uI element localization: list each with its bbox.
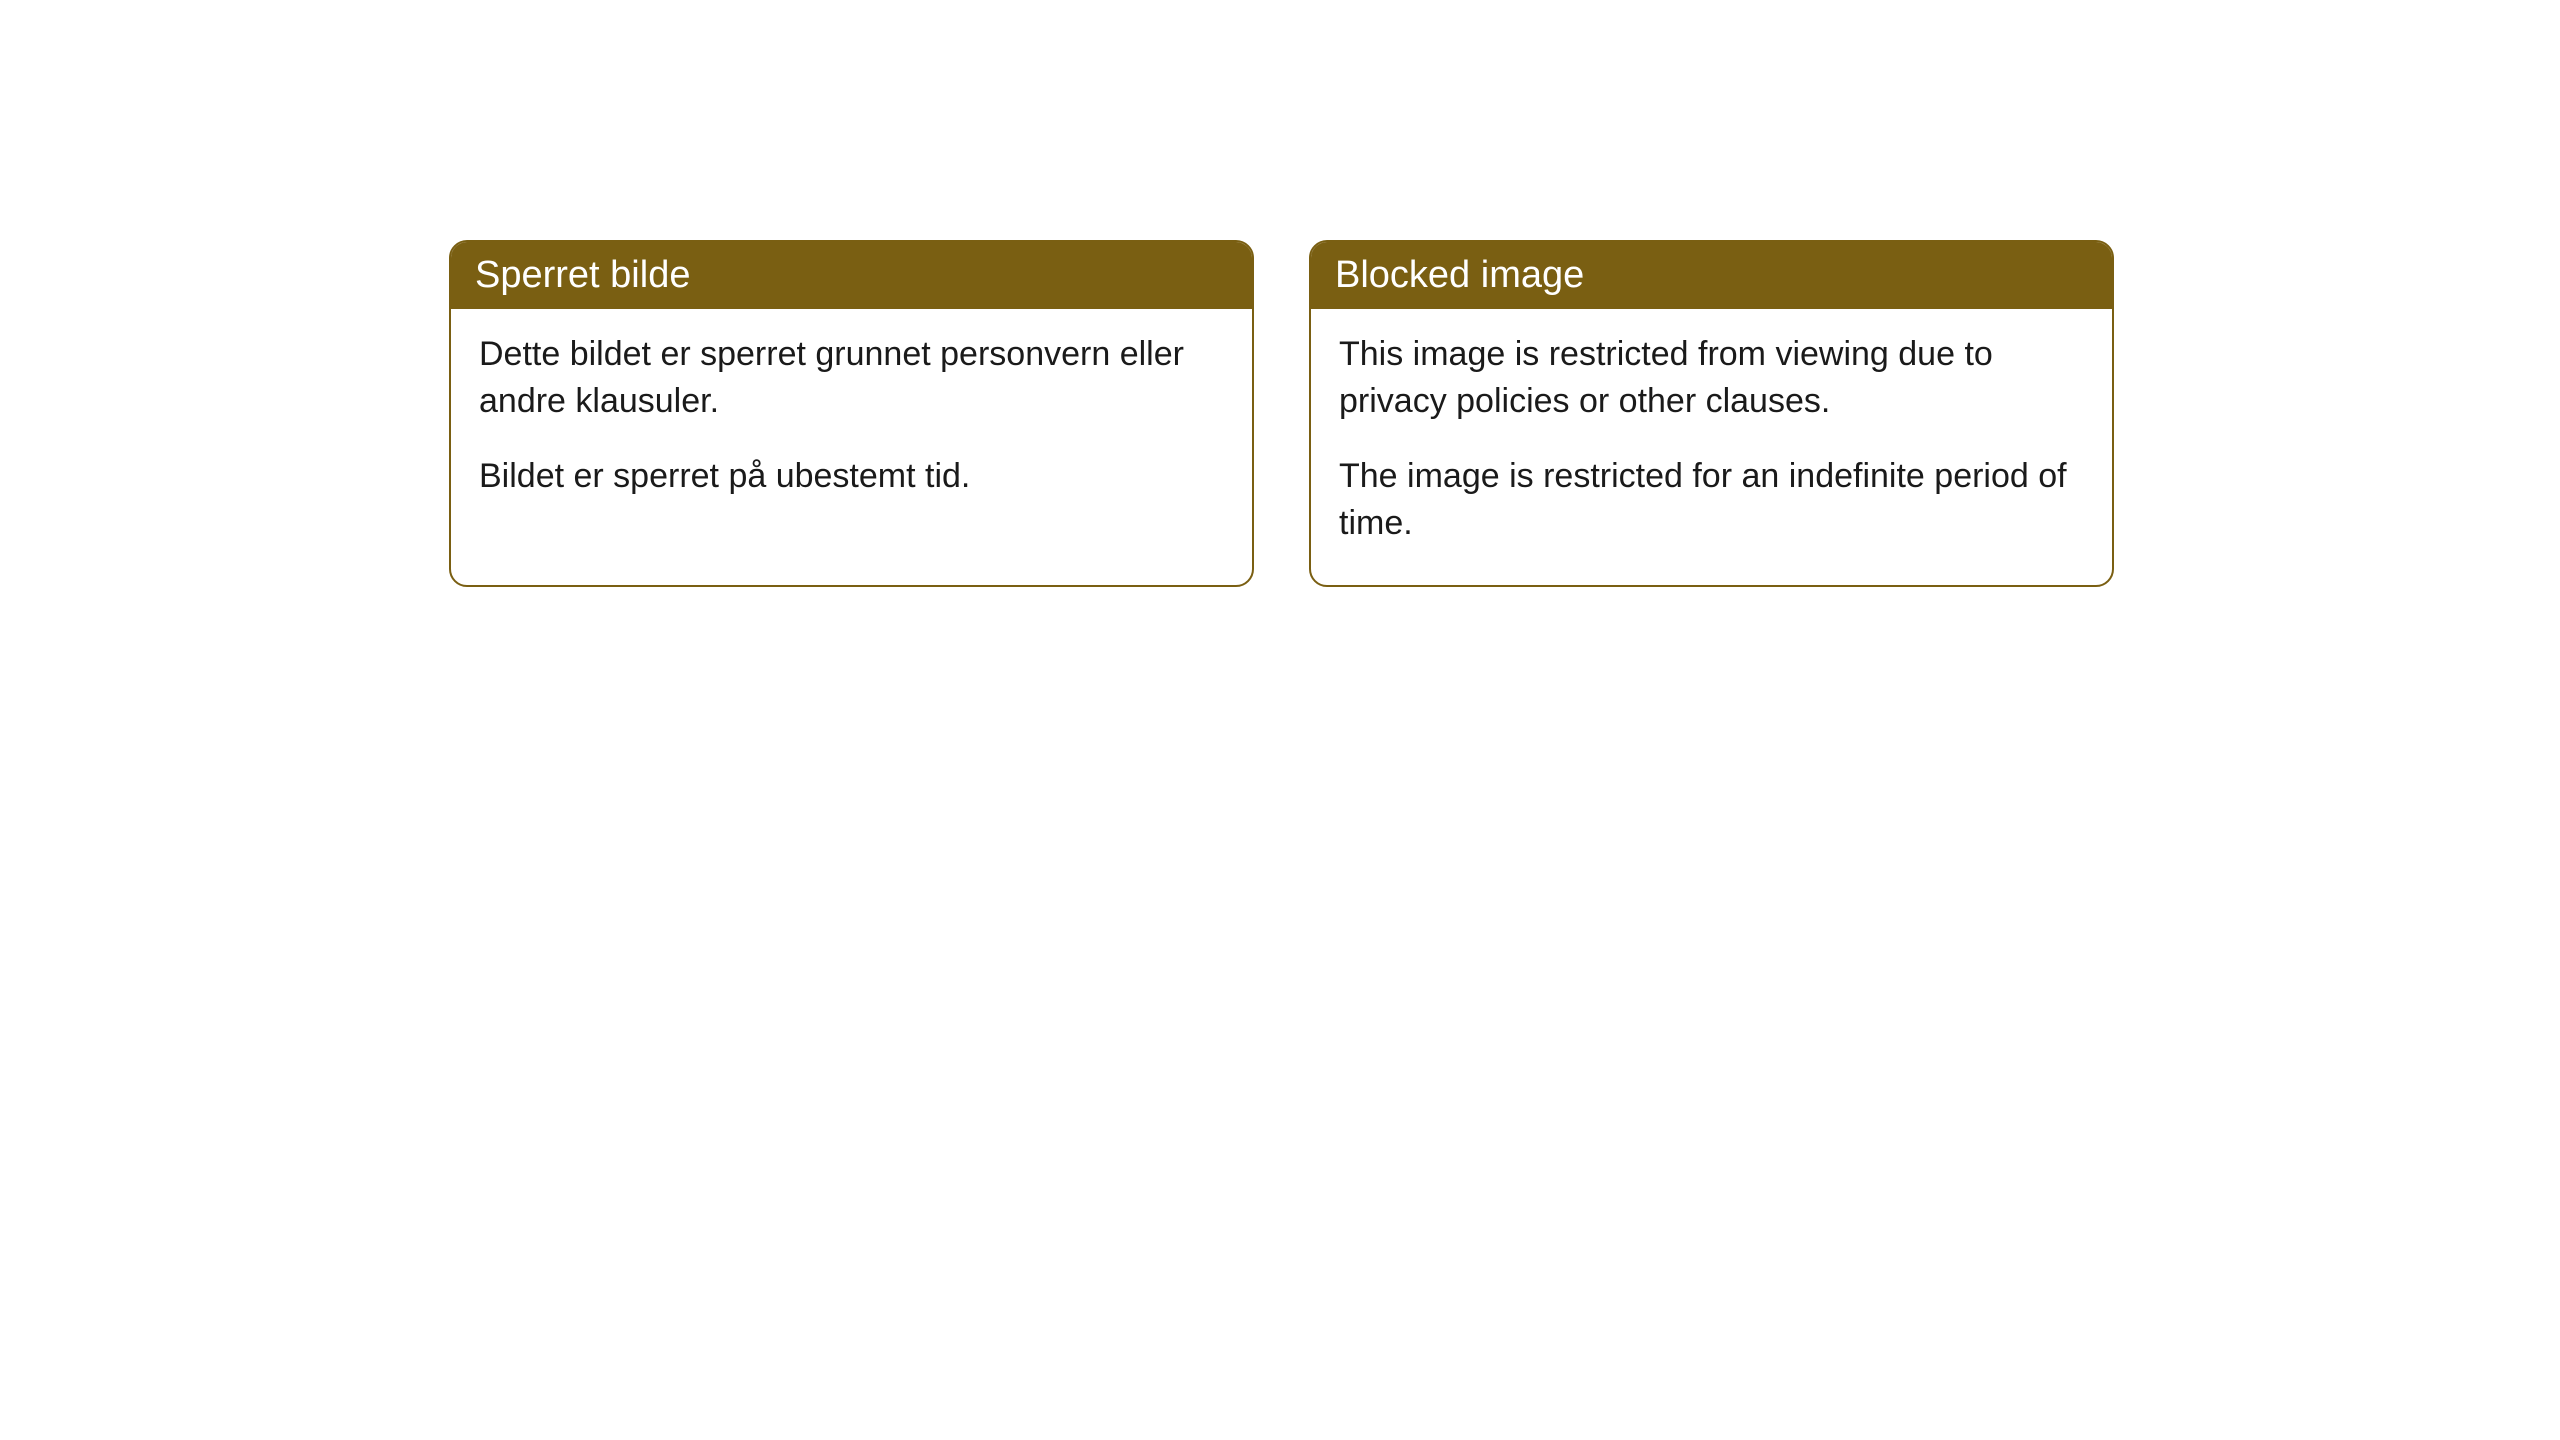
notice-paragraph-2-norwegian: Bildet er sperret på ubestemt tid.: [479, 453, 1224, 500]
blocked-image-card-norwegian: Sperret bilde Dette bildet er sperret gr…: [449, 240, 1254, 587]
card-title-english: Blocked image: [1311, 242, 2112, 309]
card-body-norwegian: Dette bildet er sperret grunnet personve…: [451, 309, 1252, 538]
card-body-english: This image is restricted from viewing du…: [1311, 309, 2112, 585]
notice-paragraph-1-norwegian: Dette bildet er sperret grunnet personve…: [479, 331, 1224, 425]
notice-paragraph-1-english: This image is restricted from viewing du…: [1339, 331, 2084, 425]
notice-container: Sperret bilde Dette bildet er sperret gr…: [449, 240, 2114, 587]
notice-paragraph-2-english: The image is restricted for an indefinit…: [1339, 453, 2084, 547]
card-title-norwegian: Sperret bilde: [451, 242, 1252, 309]
blocked-image-card-english: Blocked image This image is restricted f…: [1309, 240, 2114, 587]
